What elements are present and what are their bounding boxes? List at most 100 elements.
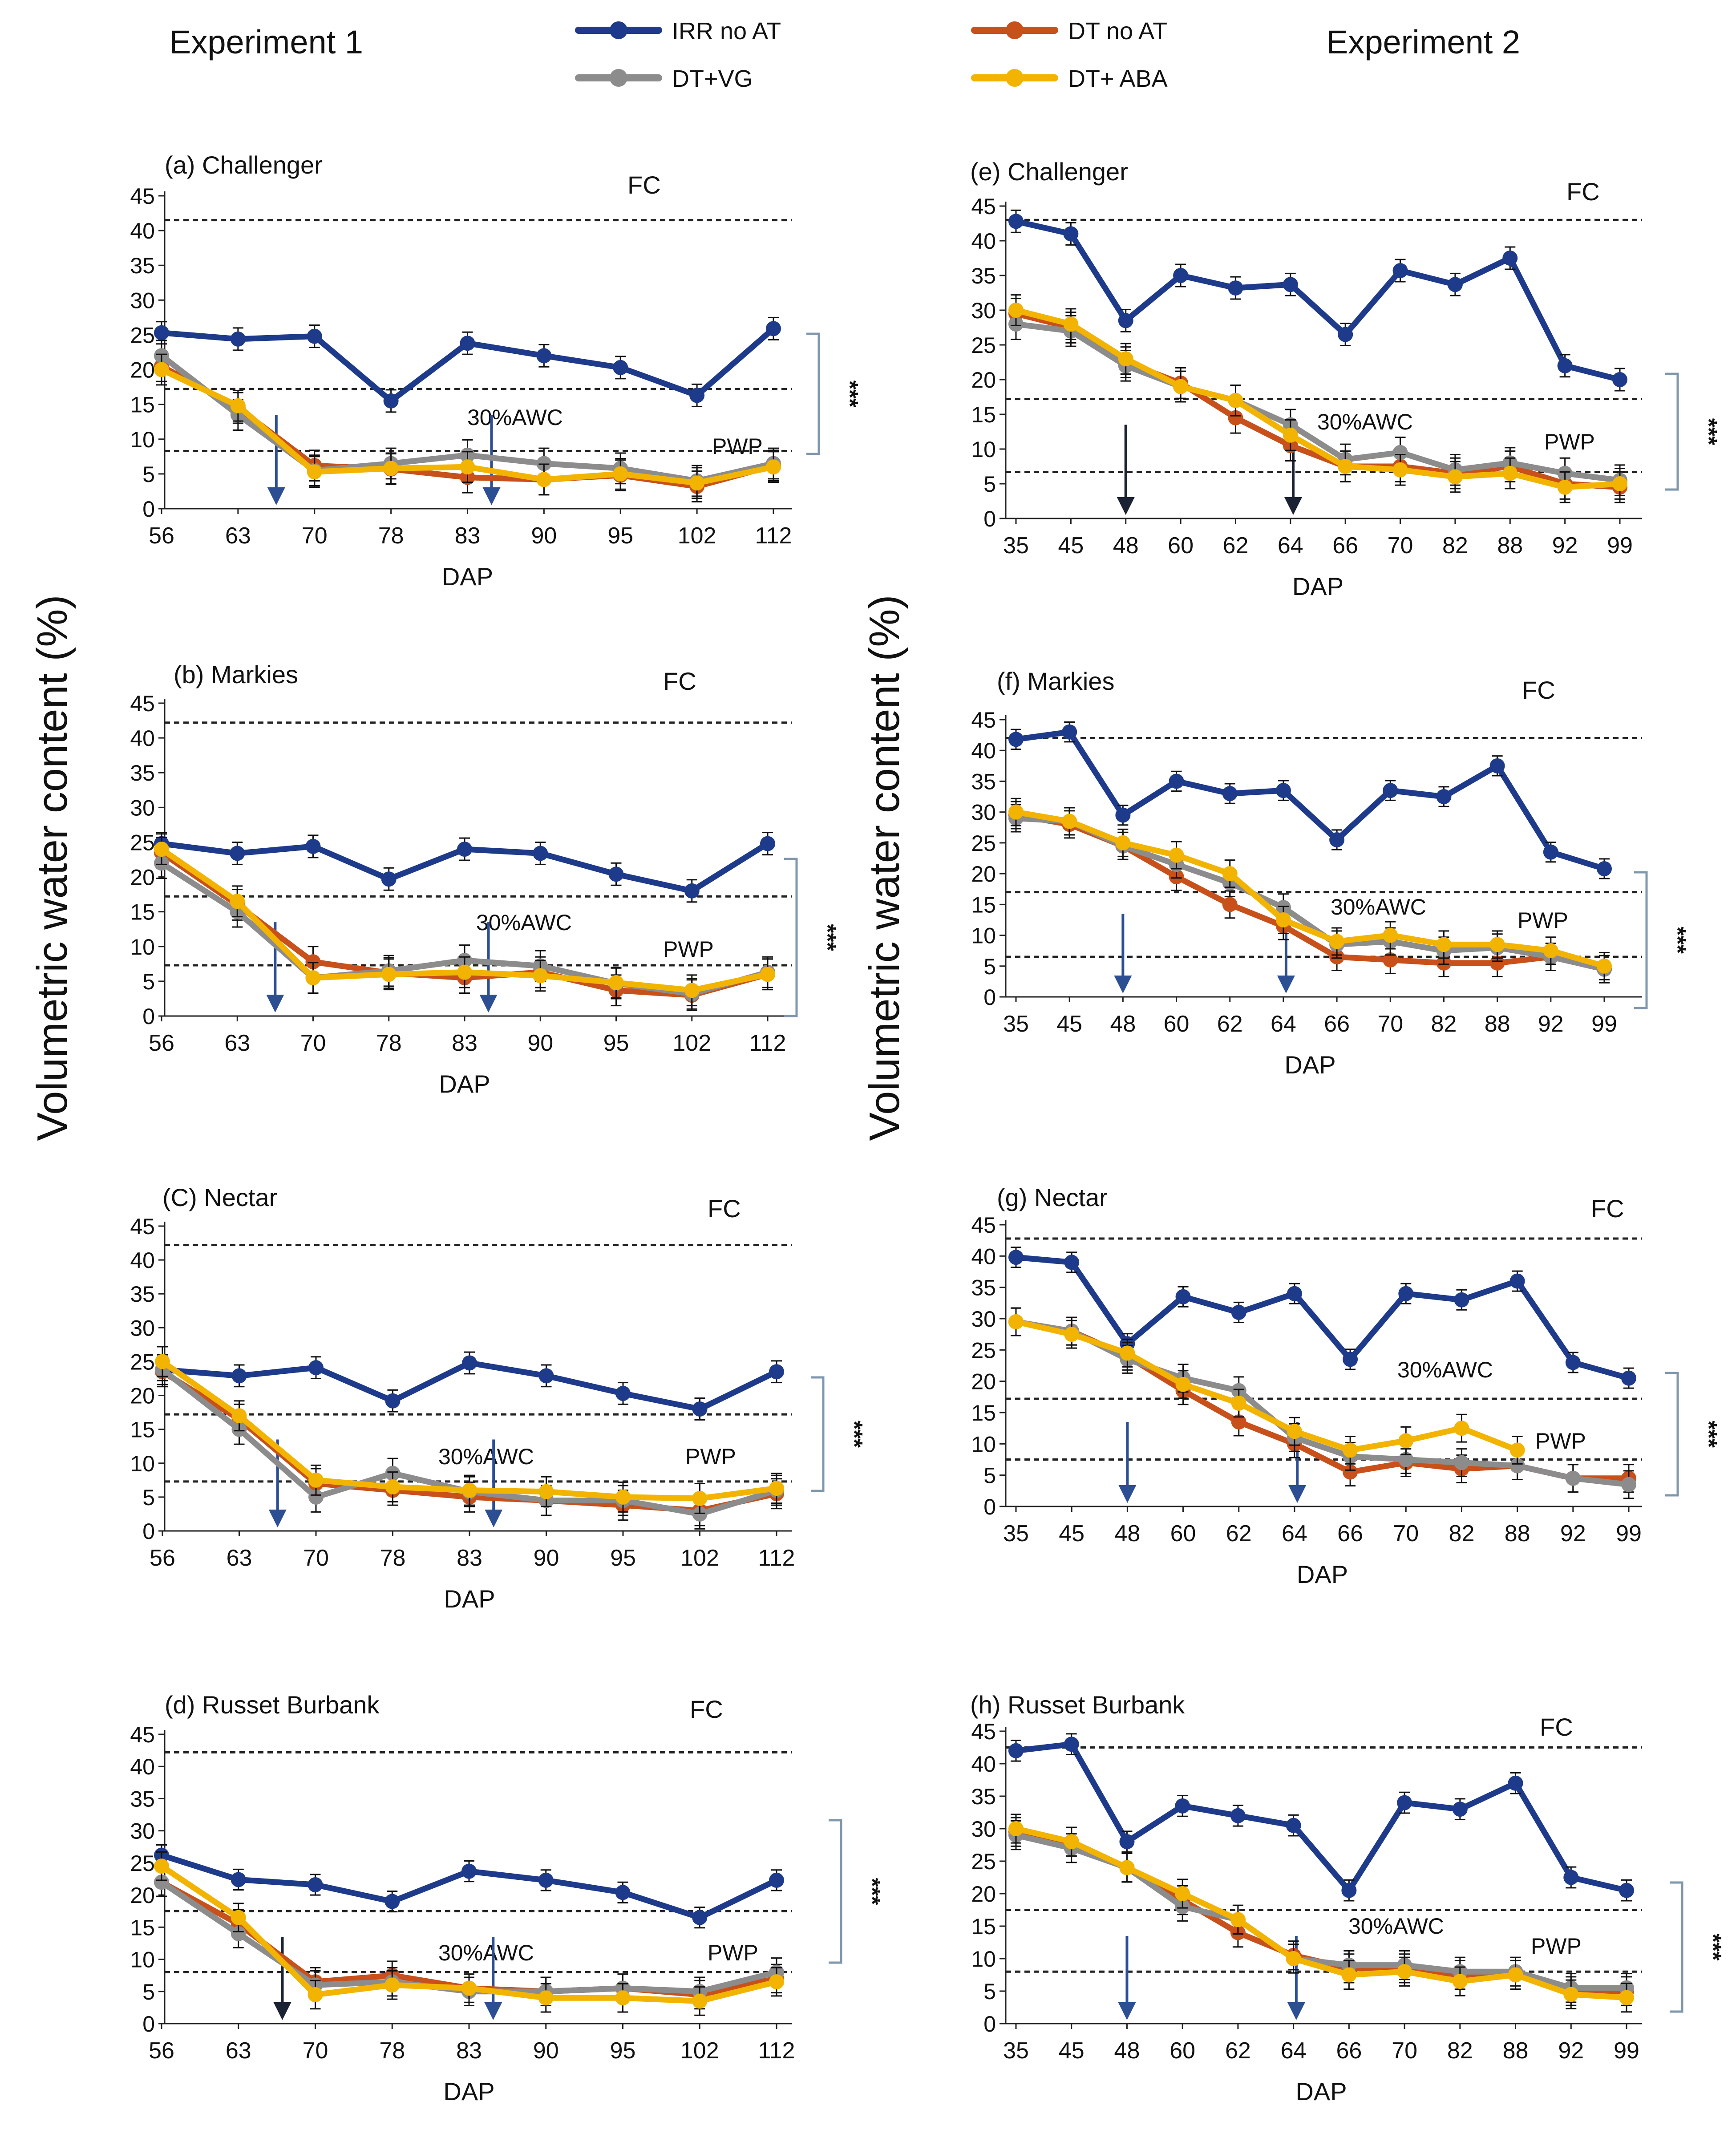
significance-bracket [829,1819,842,1964]
y-tick-label: 5 [983,954,996,979]
series-irr-no-at [1008,721,1612,879]
data-point [766,459,781,475]
x-tick-label: 78 [379,2038,405,2064]
y-tick-label: 20 [971,1369,996,1394]
data-point [1175,1377,1191,1392]
data-point [1062,814,1077,829]
data-point [1454,1292,1469,1308]
series-irr-no-at [154,1844,784,1929]
y-tick-label: 40 [971,738,996,763]
data-point [615,1885,631,1900]
x-tick-label: 66 [1332,533,1358,559]
data-point [230,398,246,413]
irrigation-arrow-head [273,2002,291,2020]
x-tick-label: 62 [1217,1011,1243,1037]
series-dt-aba [154,1851,784,2016]
data-point [1397,1795,1412,1810]
y-tick-label: 10 [971,923,996,948]
series-dt-aba [154,833,775,1007]
data-point [533,846,548,861]
irrigation-arrow-head [268,1510,287,1527]
x-tick-label: 62 [1223,533,1249,559]
data-point [1343,1464,1358,1480]
fc-label: FC [1540,1713,1573,1741]
series-line-irr-no-at [1013,729,1607,872]
data-point [1398,1452,1414,1467]
x-tick-label: 102 [680,2038,719,2064]
x-tick-label: 78 [380,1545,406,1571]
data-point [1343,1352,1358,1367]
data-point [1452,1802,1468,1817]
x-tick-label: 95 [610,2038,636,2064]
data-point [1509,1442,1525,1458]
series-line-irr-no-at [1013,1741,1630,1894]
x-tick-label: 60 [1169,2038,1195,2064]
x-tick-label: 56 [150,1545,175,1571]
data-point [769,1364,784,1380]
y-tick-label: 0 [142,1004,155,1029]
data-point [1064,1327,1080,1342]
x-tick-label: 66 [1336,2038,1362,2064]
series-dt-aba [1008,1814,1634,2013]
chart-panel-6: (f) Markies 0 5 10 15 20 25 30 35 40 45 35 45 48 60 62 6… [971,667,1690,1079]
x-axis-label: DAP [444,1585,495,1613]
data-point [1062,724,1077,740]
data-point [1489,955,1505,971]
series-dt-aba [154,353,781,499]
chart-panels: (a) Challenger 0 5 10 15 20 25 30 35 40 45 56 63 70 78… [130,151,1726,2105]
data-point [1508,1967,1523,1983]
data-point [1231,1395,1246,1411]
series-line-dt-vg [1013,321,1623,483]
data-point [1115,835,1131,850]
x-tick-label: 66 [1337,1521,1363,1547]
chart-panel-2: (b) Markies 0 5 10 15 20 25 30 35 40 45 56 63 70 78 83 9… [130,660,840,1098]
panel-title: (b) Markies [174,660,298,688]
y-tick-label: 0 [983,1494,996,1519]
data-point [1398,1286,1414,1301]
x-axis-label: DAP [439,1070,490,1098]
data-point [308,1472,324,1488]
pwp-label: PWP [663,937,714,962]
y-tick-label: 45 [130,184,155,209]
y-tick-label: 35 [130,1282,155,1307]
series-dt-aba [1008,1307,1525,1465]
x-tick-label: 102 [680,1545,719,1571]
awc-label: 30%AWC [438,1444,534,1469]
y-tick-label: 45 [130,1214,155,1239]
data-point [1329,832,1345,847]
y-tick-label: 0 [142,1519,155,1544]
y-tick-label: 45 [971,1213,996,1238]
significance-bracket [811,1376,825,1492]
irrigation-arrow-head [485,1510,503,1527]
data-point [766,321,781,336]
chart-panel-1: (a) Challenger 0 5 10 15 20 25 30 35 40 45 56 63 70 78… [130,151,862,591]
y-tick-label: 15 [130,900,155,925]
data-point [307,464,322,480]
awc-label: 30%AWC [1397,1357,1493,1382]
fc-label: FC [690,1695,723,1723]
x-tick-label: 70 [300,1030,326,1056]
y-tick-label: 35 [971,263,996,288]
legend-label-dt-no-at: DT no AT [1068,18,1167,45]
data-point [460,336,475,351]
data-point [462,1482,477,1498]
data-point [1064,1255,1080,1270]
y-tick-label: 20 [971,1882,996,1907]
data-point [769,1481,784,1496]
x-tick-label: 95 [603,1030,629,1056]
series-irr-no-at [1008,209,1627,392]
x-tick-label: 63 [225,523,251,549]
x-tick-label: 90 [534,1545,559,1571]
panel-title: (a) Challenger [165,151,323,179]
data-point [1228,280,1243,296]
data-point [1397,1964,1412,1980]
data-point [1563,1987,1579,2002]
y-tick-label: 0 [142,497,155,522]
x-axis-label: DAP [1284,1051,1335,1079]
y-tick-label: 45 [971,708,996,733]
pwp-label: PWP [712,434,763,459]
y-tick-label: 40 [971,229,996,254]
data-point [230,846,245,861]
data-point [230,331,246,347]
y-tick-label: 5 [142,969,155,994]
